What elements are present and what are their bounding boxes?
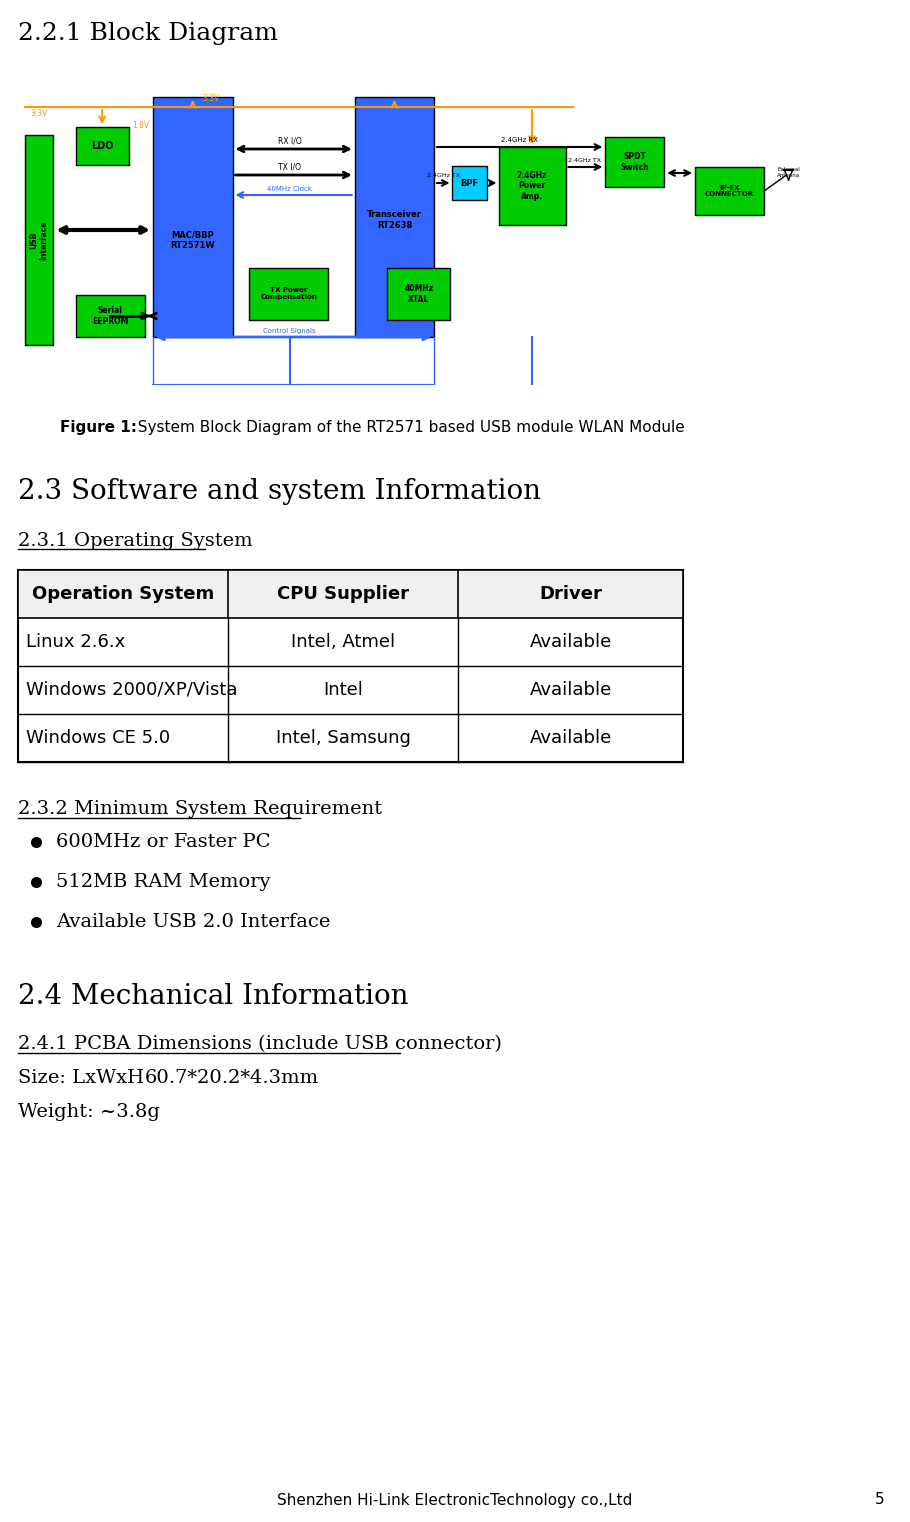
Text: Intel, Atmel: Intel, Atmel <box>291 633 395 651</box>
Text: TX Power
Compensation: TX Power Compensation <box>260 288 317 300</box>
Text: SPDT
Switch: SPDT Switch <box>621 152 649 172</box>
Text: Size: LxWxH: Size: LxWxH <box>18 1068 144 1087</box>
Text: 2.4GHz RX: 2.4GHz RX <box>501 137 538 143</box>
Bar <box>76 295 145 336</box>
Text: 2.4GHz
Power
Amp.: 2.4GHz Power Amp. <box>517 170 547 201</box>
Text: 40MHz Clock: 40MHz Clock <box>267 186 312 192</box>
Text: Available: Available <box>530 633 612 651</box>
Text: 3.3V: 3.3V <box>31 108 48 117</box>
Text: 1.8V: 1.8V <box>132 120 149 129</box>
Bar <box>452 166 487 199</box>
Bar <box>76 126 128 164</box>
Text: 2.4GHz TX: 2.4GHz TX <box>569 158 602 163</box>
Text: BPF: BPF <box>460 178 479 187</box>
Text: Intel: Intel <box>323 680 363 699</box>
Text: LDO: LDO <box>91 142 114 151</box>
Text: 512MB RAM Memory: 512MB RAM Memory <box>56 874 270 890</box>
Text: External
Antenna: External Antenna <box>777 167 800 178</box>
Text: Operation System: Operation System <box>32 584 214 603</box>
Text: Available: Available <box>530 680 612 699</box>
Bar <box>695 167 764 215</box>
Text: 2.4 Mechanical Information: 2.4 Mechanical Information <box>18 983 409 1011</box>
Text: 2.4GHz TX: 2.4GHz TX <box>427 174 460 178</box>
Text: Transceiver
RT2638: Transceiver RT2638 <box>367 210 422 230</box>
Text: Available USB 2.0 Interface: Available USB 2.0 Interface <box>56 913 330 931</box>
Text: USB
Interface: USB Interface <box>29 221 49 260</box>
Bar <box>388 268 450 320</box>
Text: Windows 2000/XP/Vista: Windows 2000/XP/Vista <box>26 680 238 699</box>
Bar <box>605 137 664 187</box>
Text: 60.7*20.2*4.3mm: 60.7*20.2*4.3mm <box>145 1068 319 1087</box>
Text: 2.3.2 Minimum System Requirement: 2.3.2 Minimum System Requirement <box>18 801 382 817</box>
Text: Shenzhen Hi-Link ElectronicTechnology co.,Ltd: Shenzhen Hi-Link ElectronicTechnology co… <box>278 1493 632 1507</box>
Bar <box>18 571 683 618</box>
Text: System Block Diagram of the RT2571 based USB module WLAN Module: System Block Diagram of the RT2571 based… <box>128 420 684 435</box>
Text: 2.4.1 PCBA Dimensions (include USB connector): 2.4.1 PCBA Dimensions (include USB conne… <box>18 1035 502 1053</box>
Bar <box>248 268 329 320</box>
Text: MAC/BBP
RT2571W: MAC/BBP RT2571W <box>170 230 215 250</box>
Text: Driver: Driver <box>539 584 602 603</box>
Text: 2.3.1 Operating System: 2.3.1 Operating System <box>18 533 253 549</box>
Bar <box>153 97 233 336</box>
Bar <box>355 97 434 336</box>
Text: IP-EX
CONNECTOR: IP-EX CONNECTOR <box>705 184 754 198</box>
Text: Serial
EEPROM: Serial EEPROM <box>92 306 128 326</box>
Text: CPU Supplier: CPU Supplier <box>277 584 409 603</box>
Text: Weight: ~3.8g: Weight: ~3.8g <box>18 1103 160 1122</box>
Text: 40MHz
XTAL: 40MHz XTAL <box>404 285 433 304</box>
Text: TX I/O: TX I/O <box>278 161 301 170</box>
Bar <box>25 135 54 345</box>
Text: Control Signals: Control Signals <box>263 329 316 333</box>
Text: Windows CE 5.0: Windows CE 5.0 <box>26 729 170 747</box>
Text: 2.2.1 Block Diagram: 2.2.1 Block Diagram <box>18 21 278 46</box>
Bar <box>18 571 683 763</box>
Text: Intel, Samsung: Intel, Samsung <box>276 729 410 747</box>
Text: 600MHz or Faster PC: 600MHz or Faster PC <box>56 833 270 851</box>
Text: RX I/O: RX I/O <box>278 135 301 145</box>
Bar <box>500 148 565 225</box>
Text: Available: Available <box>530 729 612 747</box>
Text: Figure 1:: Figure 1: <box>60 420 137 435</box>
Text: 5: 5 <box>875 1493 885 1507</box>
Text: 3.3V: 3.3V <box>202 94 220 103</box>
Text: Linux 2.6.x: Linux 2.6.x <box>26 633 126 651</box>
Text: 2.3 Software and system Information: 2.3 Software and system Information <box>18 478 541 505</box>
